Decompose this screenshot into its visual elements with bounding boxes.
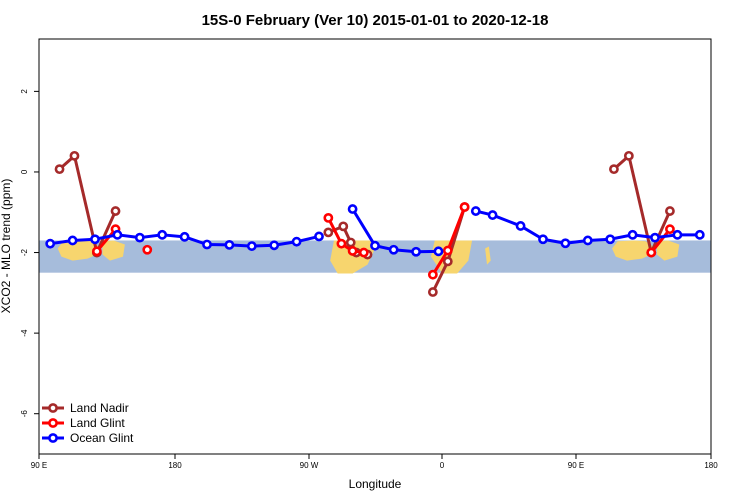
data-point	[609, 164, 619, 175]
series-land-glint	[91, 202, 675, 280]
plot-frame	[38, 38, 712, 455]
data-point	[347, 246, 358, 256]
data-point	[224, 239, 235, 250]
data-point	[358, 247, 369, 258]
data-point	[112, 229, 123, 240]
data-point	[338, 221, 349, 232]
series-line	[650, 228, 672, 254]
legend-item: Land Glint	[42, 416, 125, 430]
data-point	[427, 287, 438, 297]
data-point	[623, 150, 634, 161]
series-ocean-glint	[45, 204, 705, 257]
land-mass	[485, 246, 491, 265]
legend-item: Ocean Glint	[42, 431, 134, 445]
x-tick-label: 0	[440, 461, 445, 470]
land-mass	[102, 240, 125, 261]
series-line	[612, 154, 672, 255]
data-point	[582, 235, 593, 246]
series-line	[58, 154, 117, 255]
data-point	[336, 238, 347, 249]
data-point	[442, 245, 453, 256]
legend-label: Land Nadir	[70, 401, 129, 415]
data-point	[157, 229, 168, 240]
legend-item: Land Nadir	[42, 401, 129, 415]
data-point	[433, 246, 444, 257]
data-point	[110, 206, 121, 216]
y-tick-label: 2	[20, 89, 29, 94]
y-axis-label: XCO2 - MLO trend (ppm)	[0, 179, 13, 314]
data-point	[69, 150, 80, 161]
data-point	[605, 234, 616, 245]
data-point	[347, 204, 358, 214]
data-point	[672, 229, 683, 240]
data-point	[370, 240, 380, 251]
data-point	[179, 231, 190, 242]
land-mass	[57, 240, 99, 261]
data-point	[538, 234, 548, 245]
y-tick-label: -4	[20, 329, 29, 337]
legend-marker	[48, 433, 58, 443]
data-point	[291, 236, 302, 247]
legend-label: Land Glint	[70, 416, 125, 430]
data-point	[323, 227, 334, 238]
series-land-nadir	[54, 150, 675, 297]
y-tick-label: 0	[20, 169, 29, 174]
x-tick-label: 90 E	[568, 461, 584, 470]
data-point	[427, 269, 438, 280]
x-tick-label: 180	[168, 461, 182, 470]
data-point	[314, 231, 324, 242]
y-tick-label: -2	[20, 248, 29, 256]
data-point	[142, 244, 153, 255]
data-point	[470, 206, 481, 216]
legend-label: Ocean Glint	[70, 431, 134, 445]
data-point	[665, 224, 675, 235]
data-point	[246, 241, 257, 251]
x-tick-label: 180	[704, 461, 718, 470]
data-point	[345, 237, 356, 248]
legend-marker	[48, 403, 58, 413]
data-point	[54, 164, 65, 175]
data-point	[442, 256, 453, 267]
axis-ticks: 90 E 180 90 W 0 90 E 180 2 0 -2 -4 -6	[20, 89, 718, 470]
data-point	[646, 247, 657, 258]
data-point	[388, 244, 399, 255]
x-axis-label: Longitude	[349, 477, 402, 491]
data-point	[90, 234, 100, 245]
data-point	[323, 212, 334, 223]
x-tick-label: 90 W	[300, 461, 319, 470]
chart-title: 15S-0 February (Ver 10) 2015-01-01 to 20…	[202, 12, 549, 29]
data-point	[694, 229, 705, 240]
data-point	[411, 246, 421, 257]
data-point	[515, 221, 526, 231]
x-tick-label: 90 E	[31, 461, 47, 470]
data-point	[269, 240, 280, 251]
data-point	[202, 239, 212, 250]
data-point	[134, 232, 145, 243]
data-point	[459, 202, 470, 212]
series-layer	[45, 150, 705, 297]
y-tick-label: -6	[20, 410, 29, 418]
data-point	[67, 235, 78, 246]
data-point	[91, 246, 102, 257]
data-point	[560, 238, 571, 249]
land-mass	[656, 240, 680, 261]
data-point	[45, 238, 56, 249]
data-point	[650, 232, 660, 243]
data-point	[665, 206, 675, 216]
legend-marker	[48, 418, 58, 428]
land-mass	[612, 240, 654, 261]
data-point	[487, 210, 498, 220]
data-point	[627, 229, 638, 240]
series-line	[326, 217, 365, 255]
